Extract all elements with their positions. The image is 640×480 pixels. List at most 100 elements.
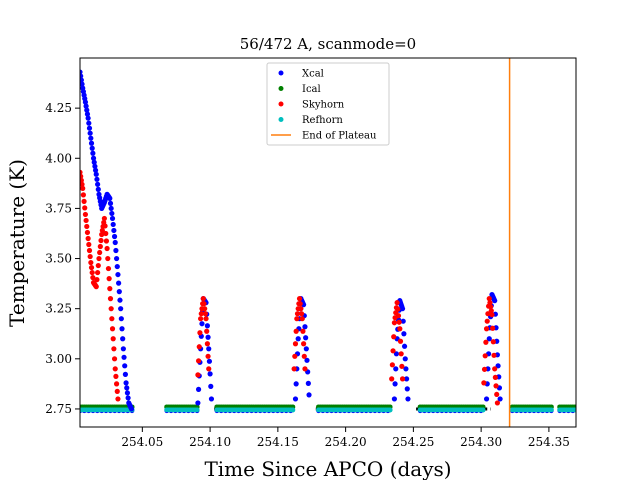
y-tick-label: 2.75 — [45, 402, 72, 416]
xcal-point — [123, 380, 129, 386]
skyhorn-point — [297, 301, 303, 307]
skyhorn-point — [80, 173, 84, 179]
skyhorn-point — [395, 306, 401, 312]
xcal-point — [404, 376, 410, 382]
plot-area — [80, 58, 576, 427]
xcal-point — [399, 306, 406, 312]
skyhorn-point — [83, 217, 89, 224]
x-tick-label: 254.35 — [528, 435, 570, 449]
skyhorn-point — [89, 269, 95, 276]
xcal-point — [302, 324, 308, 330]
skyhorn-point — [294, 316, 300, 322]
xcal-point — [393, 366, 399, 372]
skyhorn-point — [300, 328, 306, 334]
xcal-point — [400, 318, 406, 324]
xcal-point — [492, 298, 498, 304]
xcal-point — [121, 354, 127, 360]
xcal-point — [115, 271, 121, 278]
skyhorn-point — [203, 316, 209, 322]
skyhorn-point — [488, 304, 494, 310]
xcal-point — [303, 335, 309, 341]
xcal-point — [117, 297, 123, 303]
y-tick-label: 4.25 — [45, 101, 72, 115]
skyhorn-point — [103, 230, 109, 237]
legend-marker-xcal — [278, 70, 284, 76]
skyhorn-point — [105, 265, 112, 272]
skyhorn-point — [104, 245, 110, 252]
y-tick-label: 3.75 — [45, 201, 72, 215]
refhorn-point — [194, 407, 200, 413]
xcal-point — [306, 392, 312, 398]
skyhorn-point — [101, 215, 107, 222]
skyhorn-point — [80, 169, 83, 175]
skyhorn-point — [299, 316, 305, 322]
xcal-point — [208, 396, 215, 402]
xcal-point — [497, 396, 503, 402]
xcal-point — [84, 107, 90, 113]
legend-label-xcal: Xcal — [302, 69, 324, 80]
skyhorn-point — [109, 326, 116, 332]
xcal-point — [89, 145, 95, 151]
skyhorn-point — [105, 255, 111, 262]
xcal-point — [124, 385, 130, 391]
xcal-point — [116, 289, 122, 295]
skyhorn-point — [206, 366, 212, 372]
skyhorn-point — [293, 328, 299, 334]
xcal-point — [107, 195, 113, 201]
skyhorn-point — [95, 269, 101, 276]
legend-label-end-of-plateau: End of Plateau — [302, 131, 377, 142]
skyhorn-point — [80, 192, 86, 198]
xcal-point — [204, 323, 210, 329]
skyhorn-point — [86, 247, 93, 254]
x-tick-label: 254.20 — [325, 435, 367, 449]
xcal-point — [84, 111, 91, 117]
skyhorn-point — [115, 396, 121, 402]
skyhorn-point — [88, 259, 94, 266]
xcal-point — [114, 263, 120, 270]
skyhorn-point — [197, 330, 203, 336]
skyhorn-point — [80, 181, 85, 187]
skyhorn-point — [82, 211, 89, 218]
skyhorn-point — [391, 320, 397, 326]
skyhorn-point — [490, 325, 496, 331]
skyhorn-point — [80, 177, 84, 183]
skyhorn-point — [394, 300, 400, 306]
skyhorn-point — [99, 231, 105, 238]
x-tick-label: 254.15 — [257, 435, 299, 449]
xcal-point — [402, 356, 408, 362]
skyhorn-point — [483, 339, 489, 345]
xcal-point — [293, 381, 299, 387]
xcal-point — [111, 233, 118, 240]
xcal-point — [111, 227, 117, 234]
xcal-point — [128, 406, 135, 412]
y-tick-label: 3.25 — [45, 302, 72, 316]
skyhorn-point — [85, 235, 91, 242]
xcal-point — [393, 351, 400, 357]
skyhorn-point — [493, 383, 499, 389]
xcal-point — [401, 343, 408, 349]
skyhorn-point — [111, 346, 117, 352]
skyhorn-point — [494, 400, 500, 406]
xcal-point — [80, 81, 85, 87]
xcal-point — [124, 390, 131, 396]
skyhorn-point — [114, 388, 120, 394]
xcal-point — [403, 366, 409, 372]
xcal-point — [88, 135, 94, 141]
xcal-point — [483, 396, 490, 402]
skyhorn-point — [93, 284, 99, 290]
skyhorn-point — [395, 313, 402, 319]
skyhorn-point — [487, 300, 493, 306]
x-tick-label: 254.25 — [392, 435, 434, 449]
legend-box — [266, 62, 390, 146]
xcal-point — [120, 346, 126, 352]
skyhorn-point — [291, 366, 297, 372]
xcal-point — [86, 125, 93, 131]
skyhorn-point — [489, 312, 495, 318]
skyhorn-point — [95, 262, 101, 269]
xcal-point — [116, 280, 122, 286]
skyhorn-point — [292, 341, 299, 347]
x-axis-label: Time Since APCO (days) — [204, 457, 451, 480]
xcal-point — [122, 363, 128, 369]
skyhorn-point — [107, 296, 114, 302]
refhorn-point — [290, 407, 296, 413]
